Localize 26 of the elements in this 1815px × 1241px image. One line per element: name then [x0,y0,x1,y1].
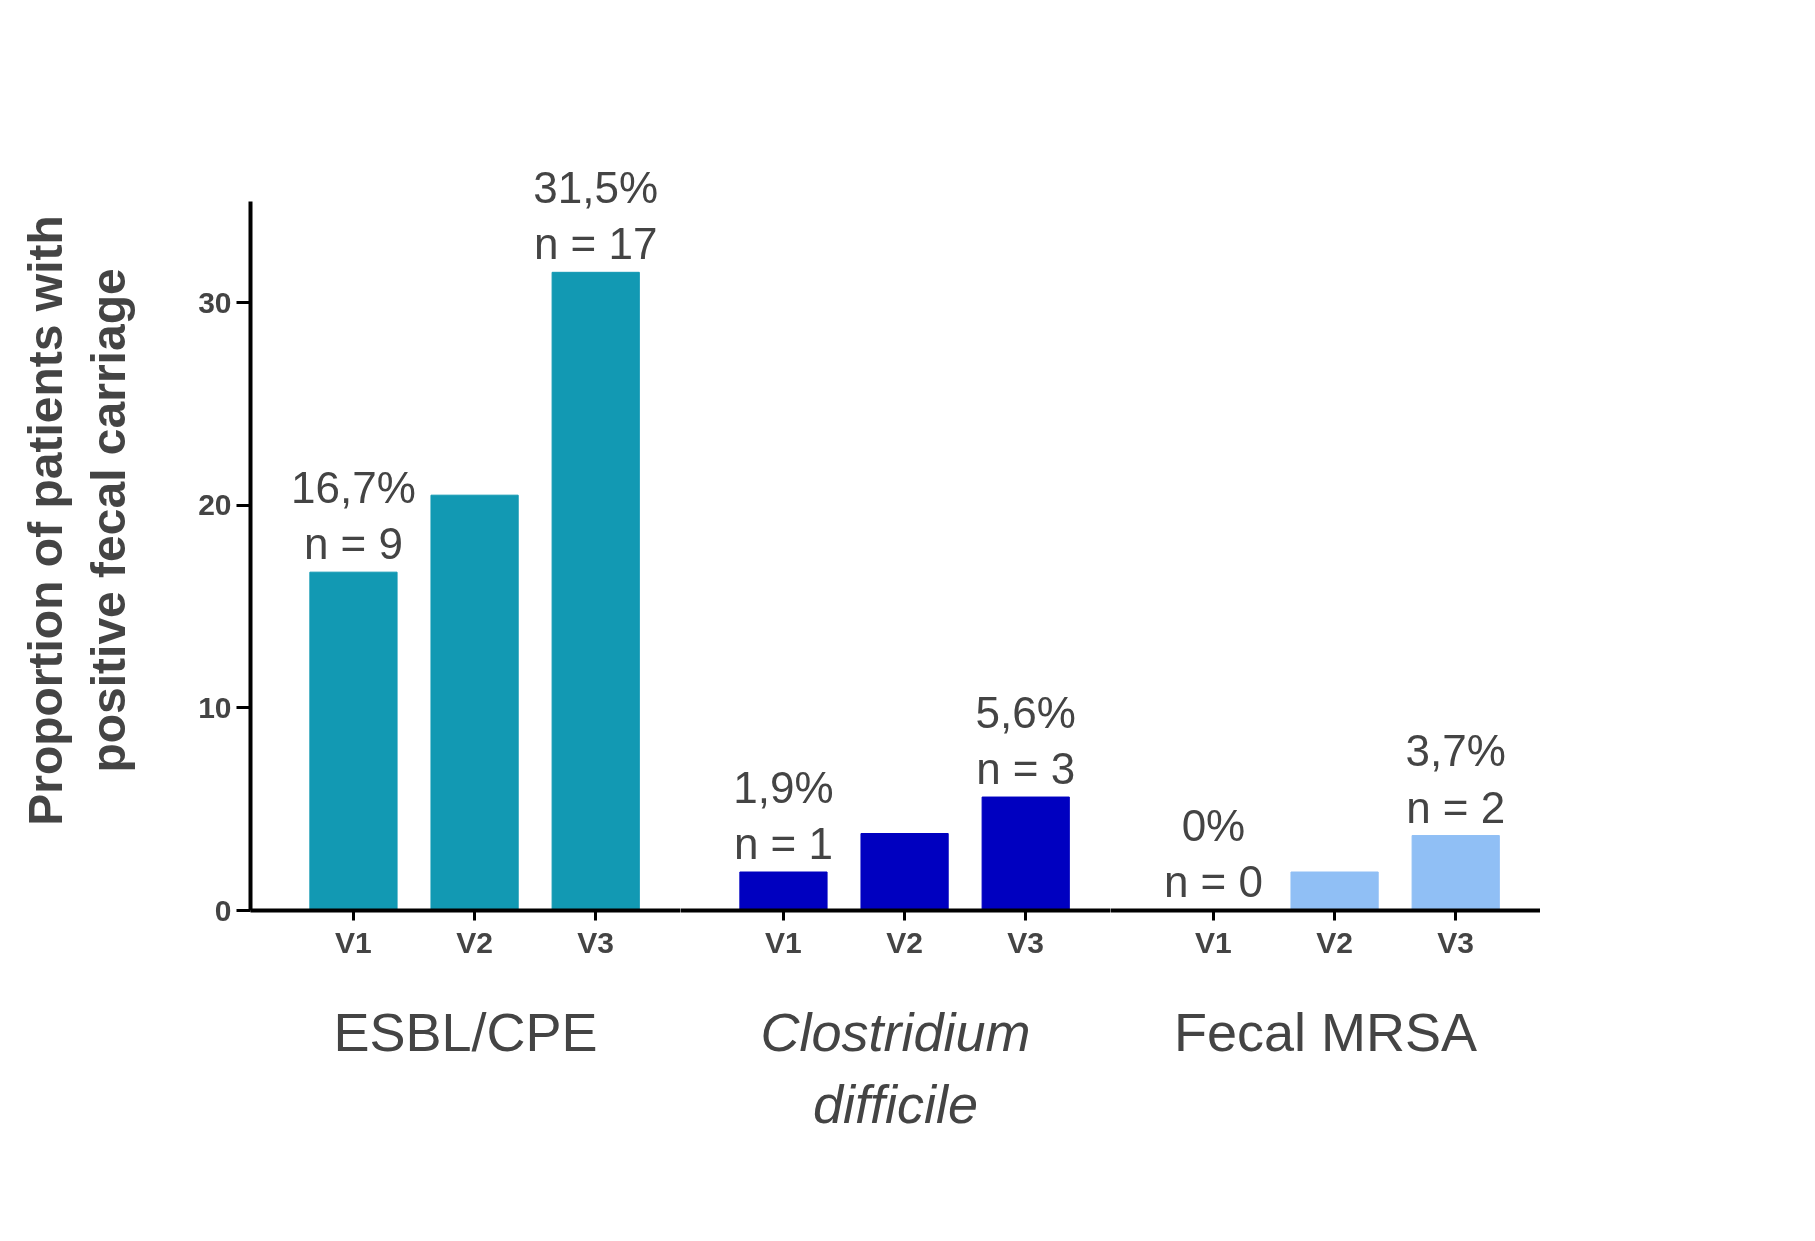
data-label: 0% n = 0 [1163,801,1264,907]
bar [309,571,398,911]
x-axis-title: Clostridium difficile [760,1001,1031,1134]
bar [551,271,640,911]
x-tick-label: V1 [1195,925,1232,959]
data-label: 1,9% n = 1 [733,762,834,869]
y-tick-label: 0 [214,893,232,927]
y-axis-title: Proportion of patients with positive fecal carriage [18,215,136,826]
x-axis-title: ESBL/CPE [333,1001,598,1062]
x-tick-label: V3 [1437,925,1475,959]
data-label: 3,7% n = 2 [1405,726,1506,832]
y-tick-label: 20 [198,488,232,522]
bar [430,494,519,911]
x-tick-label: V2 [886,925,923,959]
x-tick-label: V2 [1316,925,1353,959]
data-label: 31,5% n = 17 [533,162,659,269]
x-tick-label: V3 [577,925,615,959]
x-axis-title: Fecal MRSA [1173,1001,1478,1062]
x-tick-label: V2 [456,925,493,959]
x-tick-label: V1 [335,925,372,959]
data-label: 16,7% n = 9 [291,462,416,569]
x-tick-label: V1 [765,925,802,959]
x-tick-label: V3 [1007,925,1045,959]
data-label: 5,6% n = 3 [975,687,1076,794]
y-tick-label: 10 [198,690,232,724]
y-tick-label: 30 [198,285,232,319]
